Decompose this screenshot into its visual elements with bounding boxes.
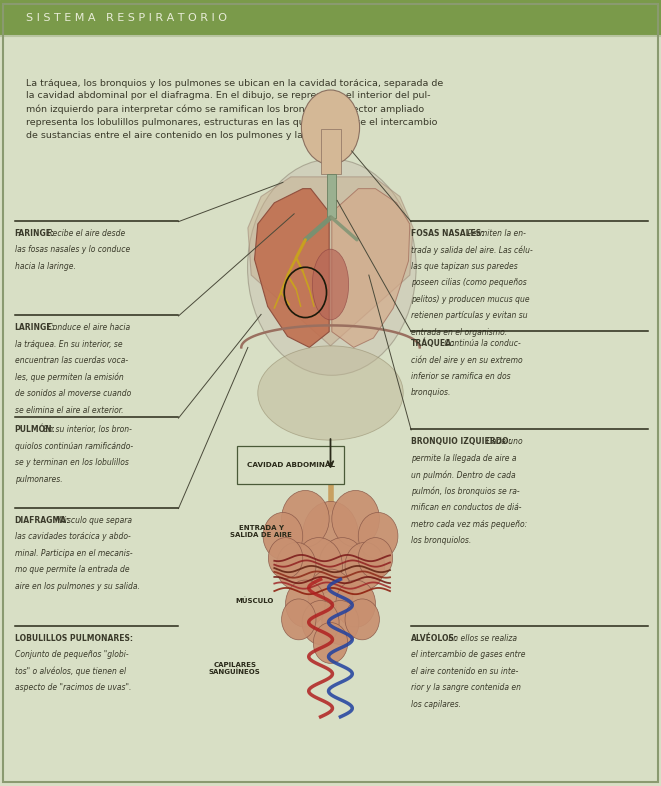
Text: mo que permite la entrada de: mo que permite la entrada de [15,565,129,574]
Text: Músculo que separa: Músculo que separa [53,516,132,524]
Text: les, que permiten la emisión: les, que permiten la emisión [15,373,124,382]
Text: trada y salida del aire. Las célu-: trada y salida del aire. Las célu- [411,245,533,255]
Text: permite la llegada de aire a: permite la llegada de aire a [411,454,517,462]
Text: de sonidos al moverse cuando: de sonidos al moverse cuando [15,389,131,398]
Text: inferior se ramifica en dos: inferior se ramifica en dos [411,372,511,380]
Bar [0,0,661,35]
Text: CAPILARES
SANGUÍNEOS: CAPILARES SANGUÍNEOS [209,662,260,675]
Circle shape [336,580,375,627]
Circle shape [286,580,325,627]
Text: pelitos) y producen mucus que: pelitos) y producen mucus que [411,295,529,303]
Circle shape [276,542,316,590]
Text: hacia la laringe.: hacia la laringe. [15,262,75,270]
Text: las fosas nasales y lo conduce: las fosas nasales y lo conduce [15,245,130,254]
Text: TRÁQUEA:: TRÁQUEA: [411,339,455,348]
Text: mifican en conductos de diá-: mifican en conductos de diá- [411,503,522,512]
Text: Permiten la en-: Permiten la en- [465,229,525,237]
Text: LARINGE:: LARINGE: [15,323,55,332]
Circle shape [332,490,379,547]
Text: la tráquea. En su interior, se: la tráquea. En su interior, se [15,340,122,348]
Text: se elimina el aire al exterior.: se elimina el aire al exterior. [15,406,123,414]
Text: bronquios.: bronquios. [411,388,451,397]
Text: retienen partículas y evitan su: retienen partículas y evitan su [411,311,527,320]
Text: pulmonares.: pulmonares. [15,475,62,483]
Text: el intercambio de gases entre: el intercambio de gases entre [411,650,525,659]
Text: Conjunto de pequeños "globi-: Conjunto de pequeños "globi- [15,650,128,659]
Text: pulmón, los bronquios se ra-: pulmón, los bronquios se ra- [411,487,520,496]
Circle shape [358,538,393,578]
Circle shape [282,599,316,640]
Text: aspecto de "racimos de uvas".: aspecto de "racimos de uvas". [15,683,131,692]
Text: las que tapizan sus paredes: las que tapizan sus paredes [411,262,518,270]
Circle shape [322,601,359,645]
Text: tos" o alvéolos, que tienen el: tos" o alvéolos, que tienen el [15,667,126,676]
Circle shape [263,512,303,560]
Circle shape [319,538,366,594]
Text: FARINGE:: FARINGE: [15,229,55,237]
Text: rior y la sangre contenida en: rior y la sangre contenida en [411,683,521,692]
Circle shape [302,601,339,645]
Text: Conduce el aire hacia: Conduce el aire hacia [45,323,130,332]
Text: En su interior, los bron-: En su interior, los bron- [42,425,132,434]
Circle shape [295,538,342,594]
Polygon shape [248,177,413,346]
Text: quiolos continúan ramificándo-: quiolos continúan ramificándo- [15,442,133,450]
Text: En ellos se realiza: En ellos se realiza [446,634,517,642]
Text: encuentran las cuerdas voca-: encuentran las cuerdas voca- [15,356,128,365]
Text: un pulmón. Dentro de cada: un pulmón. Dentro de cada [411,470,516,479]
Text: PULMÓN:: PULMÓN: [15,425,56,434]
Text: La tráquea, los bronquios y los pulmones se ubican en la cavidad torácica, separ: La tráquea, los bronquios y los pulmones… [26,79,444,140]
Ellipse shape [247,159,416,375]
Circle shape [308,569,353,623]
Text: ALVÉOLOS:: ALVÉOLOS: [411,634,458,642]
Text: LOBULILLOS PULMONARES:: LOBULILLOS PULMONARES: [15,634,133,642]
Bar [327,174,336,218]
Polygon shape [254,189,329,347]
Text: FOSAS NASALES:: FOSAS NASALES: [411,229,485,237]
Text: BRONQUIO IZQUIERDO:: BRONQUIO IZQUIERDO: [411,437,512,446]
Text: ENTRADA Y
SALIDA DE AIRE: ENTRADA Y SALIDA DE AIRE [230,525,292,538]
Circle shape [345,542,385,590]
Text: CAVIDAD ABDOMINAL: CAVIDAD ABDOMINAL [247,462,335,468]
Bar [321,129,341,174]
Text: Continúa la conduc-: Continúa la conduc- [442,339,521,347]
Text: los capilares.: los capilares. [411,700,461,708]
Text: ción del aire y en su extremo: ción del aire y en su extremo [411,355,523,365]
Circle shape [303,501,358,567]
Ellipse shape [301,90,360,165]
Text: los bronquiolos.: los bronquiolos. [411,536,471,545]
Text: el aire contenido en su inte-: el aire contenido en su inte- [411,667,518,675]
Text: minal. Participa en el mecanis-: minal. Participa en el mecanis- [15,549,132,557]
Text: metro cada vez más pequeño:: metro cada vez más pequeño: [411,520,527,528]
Text: las cavidades torácica y abdo-: las cavidades torácica y abdo- [15,532,130,541]
Ellipse shape [312,249,349,320]
Circle shape [282,490,329,547]
Text: se y terminan en los lobulillos: se y terminan en los lobulillos [15,458,128,467]
Text: aire en los pulmones y su salida.: aire en los pulmones y su salida. [15,582,139,590]
Bar [237,446,344,484]
Text: entrada en el organismo.: entrada en el organismo. [411,328,507,336]
Text: S I S T E M A   R E S P I R A T O R I O: S I S T E M A R E S P I R A T O R I O [26,13,227,23]
Circle shape [268,538,303,578]
Polygon shape [332,189,410,347]
Text: Recibe el aire desde: Recibe el aire desde [45,229,126,237]
Text: MÚSCULO: MÚSCULO [235,597,274,604]
Text: Cada uno: Cada uno [484,437,523,446]
Circle shape [358,512,398,560]
Text: poseen cilias (como pequeños: poseen cilias (como pequeños [411,278,527,287]
Ellipse shape [258,346,403,440]
Circle shape [313,623,348,663]
Circle shape [345,599,379,640]
Text: DIAFRAGMA:: DIAFRAGMA: [15,516,70,524]
